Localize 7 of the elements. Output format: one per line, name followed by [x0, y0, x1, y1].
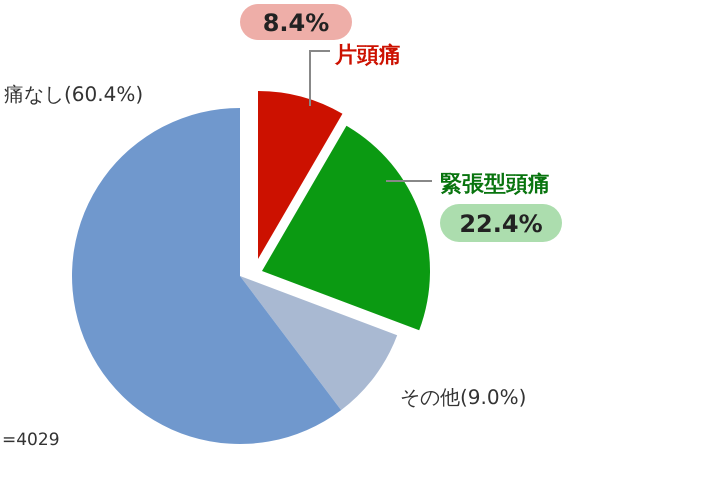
slice-label: 緊張型頭痛 — [440, 172, 550, 197]
slice-label: 片頭痛 — [334, 43, 401, 68]
slice-label: その他(9.0%) — [400, 385, 526, 409]
text: =4029 — [2, 430, 60, 450]
slice-label: 痛なし(60.4%) — [4, 82, 144, 106]
data-label: 8.4% — [262, 9, 330, 37]
data-label: 22.4% — [459, 210, 543, 238]
